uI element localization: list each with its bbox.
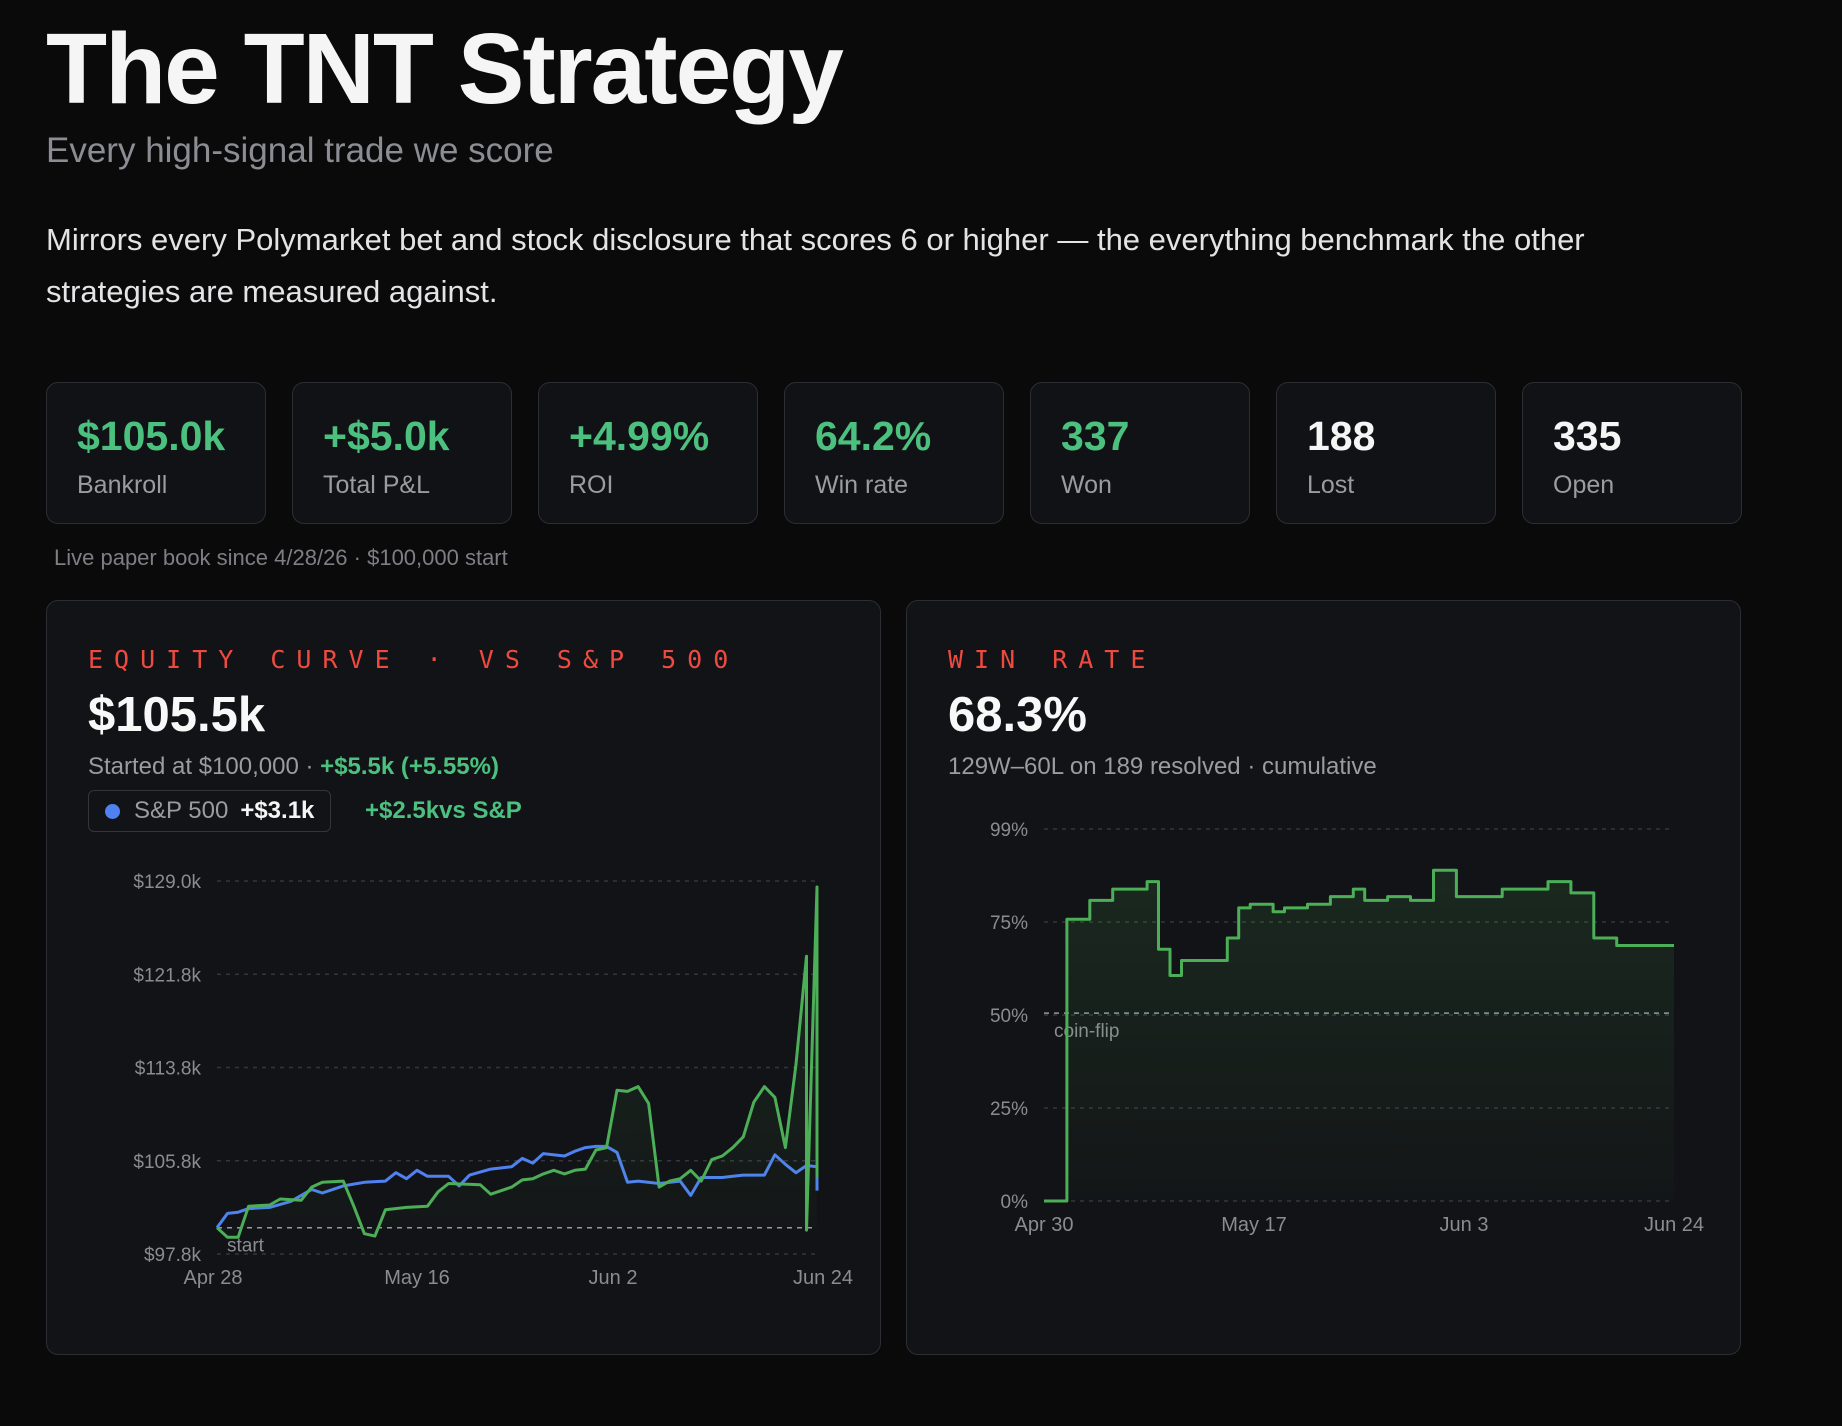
x-tick-label: Jun 24 [1644,1214,1704,1236]
win-rate-panel: WIN RATE 68.3% 129W–60L on 189 resolved … [906,600,1741,1355]
stat-value: 64.2% [815,413,932,459]
y-tick-label: $105.8k [133,1152,201,1173]
y-tick-label: 75% [990,913,1028,934]
x-tick-label: May 17 [1221,1214,1287,1236]
stat-value: 337 [1061,413,1130,459]
stat-value: +$5.0k [323,413,450,459]
reference-label: start [227,1236,265,1257]
book-footnote: Live paper book since 4/28/26 · $100,000… [54,545,508,570]
sp500-legend-amount: +$3.1k [240,797,315,824]
sp500-legend-swatch [105,803,120,819]
stat-label: Bankroll [77,471,168,499]
page-subtitle: Every high-signal trade we score [46,131,554,170]
y-tick-label: 99% [990,820,1028,841]
panel-eyebrow: WIN RATE [948,645,1157,674]
page-title: The TNT Strategy [46,13,844,125]
vs-sp500-delta: +$2.5kvs S&P [365,797,522,824]
stat-card-total-pnl: +$5.0k Total P&L [292,382,512,524]
stat-card-lost: 188 Lost [1276,382,1496,524]
stat-card-won: 337 Won [1030,382,1250,524]
y-tick-label: 50% [990,1006,1028,1027]
equity-start-text: Started at $100,000 · [88,753,321,780]
x-tick-label: May 16 [384,1267,450,1289]
stat-label: Won [1061,471,1112,499]
stat-card-bankroll: $105.0k Bankroll [46,382,266,524]
stat-value: 335 [1553,413,1622,459]
y-tick-label: $113.8k [135,1059,202,1080]
y-tick-label: $97.8k [144,1245,202,1266]
stat-label: Total P&L [323,471,431,499]
stat-label: ROI [569,471,614,499]
x-tick-label: Apr 30 [1015,1214,1074,1236]
panel-eyebrow: EQUITY CURVE · VS S&P 500 [88,645,740,674]
x-tick-label: Jun 3 [1440,1214,1489,1236]
strategy-description: Mirrors every Polymarket bet and stock d… [46,222,1585,309]
x-tick-label: Jun 24 [793,1267,853,1289]
strategy-line [215,885,819,1239]
strategy-line [1044,868,1674,1203]
stat-value: +4.99% [569,413,710,459]
equity-change: +$5.5k (+5.55%) [320,753,499,780]
stat-label: Lost [1307,471,1355,499]
win-rate-subtitle: 129W–60L on 189 resolved · cumulative [948,753,1377,780]
sp500-legend-name: S&P 500 [134,797,229,824]
x-tick-label: Apr 28 [184,1267,243,1289]
strategy-area [1044,870,1674,1201]
stat-card-roi: +4.99% ROI [538,382,758,524]
equity-subtitle: Started at $100,000 · +$5.5k (+5.55%) [88,753,499,781]
y-tick-label: $129.0k [133,872,201,893]
stat-card-open: 335 Open [1522,382,1742,524]
win-rate-value: 68.3% [948,688,1087,742]
y-tick-label: 0% [1001,1192,1029,1213]
sp500-legend[interactable]: S&P 500 +$3.1k [88,790,332,832]
stat-card-win-rate: 64.2% Win rate [784,382,1004,524]
stat-value: $105.0k [77,413,226,459]
equity-value: $105.5k [88,688,266,742]
stat-value: 188 [1307,413,1376,459]
y-tick-label: $121.8k [133,965,201,986]
stat-label: Win rate [815,471,909,499]
stat-label: Open [1553,471,1615,499]
x-tick-label: Jun 2 [589,1267,638,1289]
y-tick-label: 25% [990,1099,1028,1120]
equity-curve-panel: EQUITY CURVE · VS S&P 500 $105.5k Starte… [46,600,881,1355]
